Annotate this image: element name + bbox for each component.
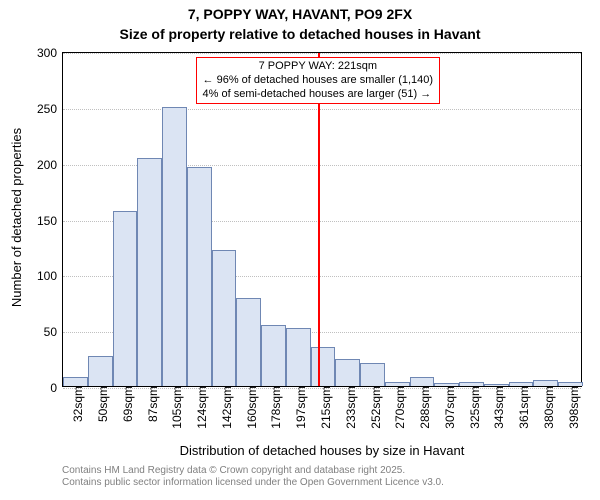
x-tick-label: 50sqm: [90, 386, 110, 422]
x-tick-label: 380sqm: [536, 386, 556, 429]
x-tick-label: 178sqm: [263, 386, 283, 429]
histogram-bar: [311, 347, 336, 386]
x-tick-label: 124sqm: [189, 386, 209, 429]
x-tick-label: 233sqm: [338, 386, 358, 429]
histogram-bar: [187, 167, 212, 386]
x-tick-label: 361sqm: [511, 386, 531, 429]
grid-line: [63, 53, 581, 54]
histogram-bar: [261, 325, 286, 386]
histogram-bar: [63, 377, 88, 386]
x-tick-label: 325sqm: [462, 386, 482, 429]
histogram-bar: [113, 211, 138, 386]
y-tick-label: 0: [50, 381, 63, 395]
plot-area: 05010015020025030032sqm50sqm69sqm87sqm10…: [62, 52, 582, 387]
x-tick-label: 69sqm: [115, 386, 135, 422]
y-tick-label: 300: [37, 46, 63, 60]
histogram-bar: [286, 328, 311, 386]
histogram-bar: [162, 107, 187, 386]
histogram-bar: [88, 356, 113, 386]
y-tick-label: 200: [37, 158, 63, 172]
attribution-footer: Contains HM Land Registry data © Crown c…: [62, 465, 444, 489]
property-size-chart: 7, POPPY WAY, HAVANT, PO9 2FX Size of pr…: [0, 0, 600, 500]
x-axis-label: Distribution of detached houses by size …: [62, 443, 582, 458]
x-tick-label: 160sqm: [239, 386, 259, 429]
chart-title-line1: 7, POPPY WAY, HAVANT, PO9 2FX: [0, 6, 600, 22]
annotation-box: 7 POPPY WAY: 221sqm← 96% of detached hou…: [196, 57, 441, 104]
y-tick-label: 100: [37, 269, 63, 283]
x-tick-label: 288sqm: [412, 386, 432, 429]
histogram-bar: [360, 363, 385, 386]
y-tick-label: 150: [37, 214, 63, 228]
y-tick-label: 250: [37, 102, 63, 116]
annotation-line: ← 96% of detached houses are smaller (1,…: [203, 74, 434, 88]
x-tick-label: 32sqm: [65, 386, 85, 422]
x-tick-label: 142sqm: [214, 386, 234, 429]
histogram-bar: [410, 377, 435, 386]
histogram-bar: [236, 298, 261, 386]
y-tick-label: 50: [44, 325, 63, 339]
histogram-bar: [212, 250, 237, 386]
x-tick-label: 105sqm: [164, 386, 184, 429]
footer-line1: Contains HM Land Registry data © Crown c…: [62, 465, 444, 477]
annotation-line: 7 POPPY WAY: 221sqm: [203, 60, 434, 74]
chart-title-line2: Size of property relative to detached ho…: [0, 26, 600, 42]
grid-line: [63, 109, 581, 110]
x-tick-label: 215sqm: [313, 386, 333, 429]
annotation-line: 4% of semi-detached houses are larger (5…: [203, 88, 434, 102]
y-axis-label: Number of detached properties: [9, 50, 24, 385]
x-tick-label: 252sqm: [363, 386, 383, 429]
x-tick-label: 197sqm: [288, 386, 308, 429]
x-tick-label: 270sqm: [387, 386, 407, 429]
histogram-bar: [137, 158, 162, 386]
footer-line2: Contains public sector information licen…: [62, 477, 444, 489]
histogram-bar: [335, 359, 360, 386]
x-tick-label: 398sqm: [561, 386, 581, 429]
x-tick-label: 307sqm: [437, 386, 457, 429]
x-tick-label: 343sqm: [486, 386, 506, 429]
x-tick-label: 87sqm: [140, 386, 160, 422]
